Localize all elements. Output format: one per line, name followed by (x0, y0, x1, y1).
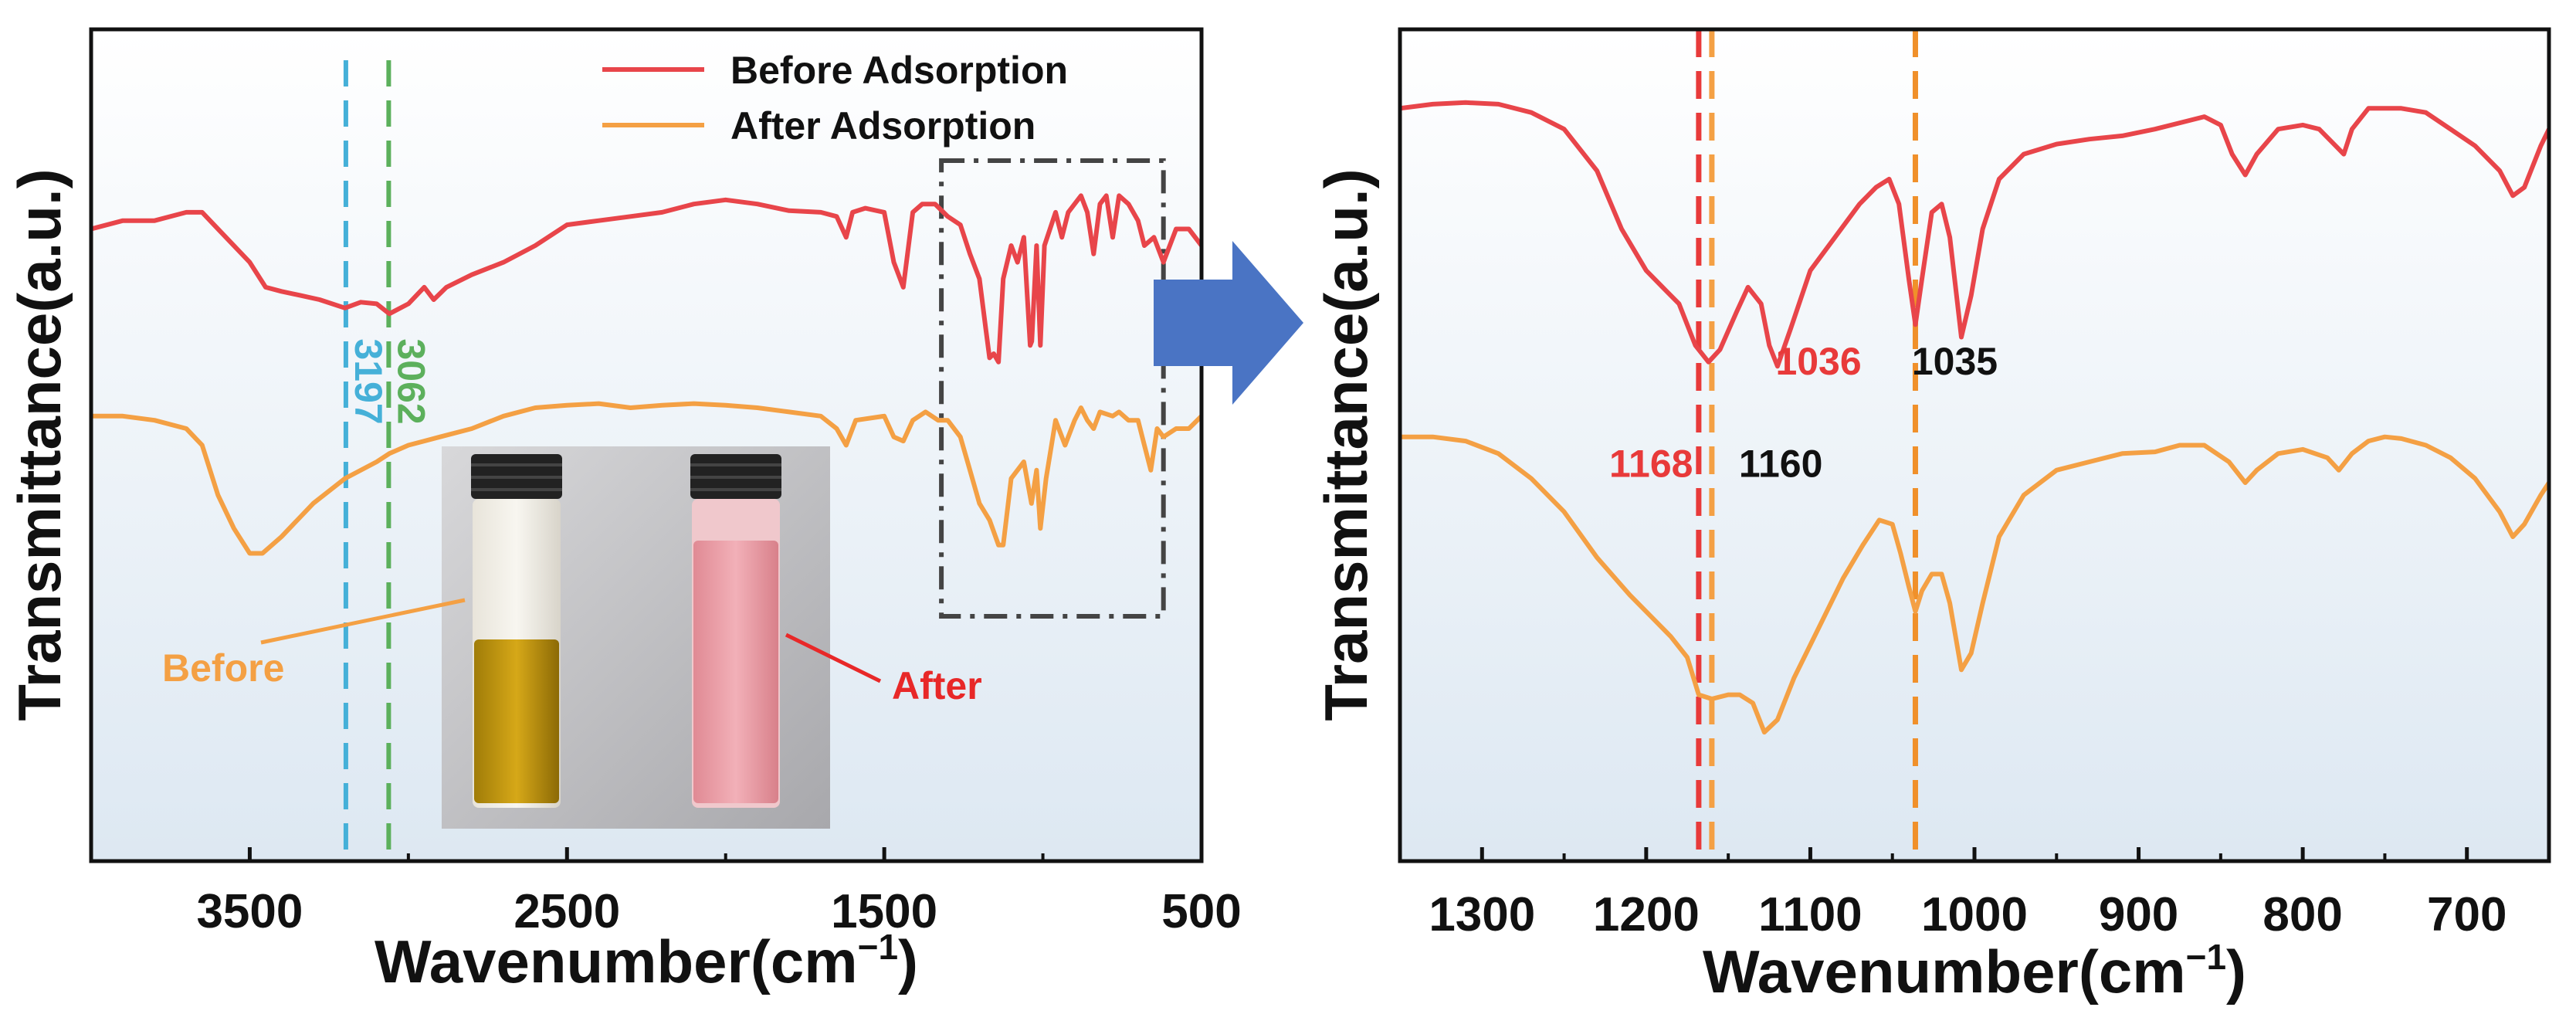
sample-vials-photo (442, 446, 830, 829)
right-x-tick-label: 1000 (1921, 888, 2028, 941)
right-x-tick-label: 800 (2262, 888, 2342, 941)
left-x-axis-label: Wavenumber(cm−1) (375, 927, 918, 995)
left-x-tick-label: 3500 (196, 885, 303, 938)
left-panel: Before After 3500 2500 1500 500 Before Adsor… (5, 27, 1242, 995)
peak-label-1168: 1168 (1609, 442, 1693, 485)
left-y-axis-label: Transmittance(a.u.) (5, 168, 73, 721)
left-series-after-line (91, 401, 1202, 556)
left-x-tick-label: 2500 (514, 885, 620, 938)
vline-label-3197: 3197 (347, 338, 390, 424)
left-plot-frame (89, 27, 1204, 863)
left-x-tick-label: 500 (1161, 885, 1241, 938)
zoom-arrow-icon (1154, 241, 1303, 405)
left-series-before-line (91, 193, 1202, 365)
right-series-after-line (1400, 434, 2549, 735)
right-y-axis-label: Transmittance(a.u.) (1312, 168, 1380, 721)
legend-label-before: Before Adsorption (730, 49, 1068, 92)
right-x-tick-label: 1200 (1593, 888, 1700, 941)
right-x-axis-label: Wavenumber(cm−1) (1703, 937, 2246, 1006)
right-x-tick-label: 1100 (1758, 888, 1863, 941)
after-pointer-line (785, 633, 882, 683)
right-series-before-line (1400, 100, 2549, 369)
peak-label-1160: 1160 (1739, 442, 1822, 485)
right-plot-background (1400, 29, 2549, 861)
right-x-tick-label: 900 (2099, 888, 2178, 941)
right-panel: 1300 1200 1100 1000 900 800 700 1036 1035 1168 11… (1312, 27, 2551, 1006)
left-x-tick-label: 1500 (831, 885, 937, 938)
right-x-tick-label: 1300 (1429, 888, 1535, 941)
right-x-tick-label: 700 (2427, 888, 2507, 941)
zoom-region-box (939, 158, 1166, 619)
before-vial-label: Before (162, 646, 284, 690)
peak-label-1035: 1035 (1912, 340, 1998, 383)
after-vial-label: After (892, 664, 982, 707)
before-pointer-line (260, 598, 466, 645)
vline-label-3062: 3062 (389, 338, 432, 424)
legend-label-after: After Adsorption (730, 104, 1035, 148)
peak-label-1036: 1036 (1775, 340, 1861, 383)
